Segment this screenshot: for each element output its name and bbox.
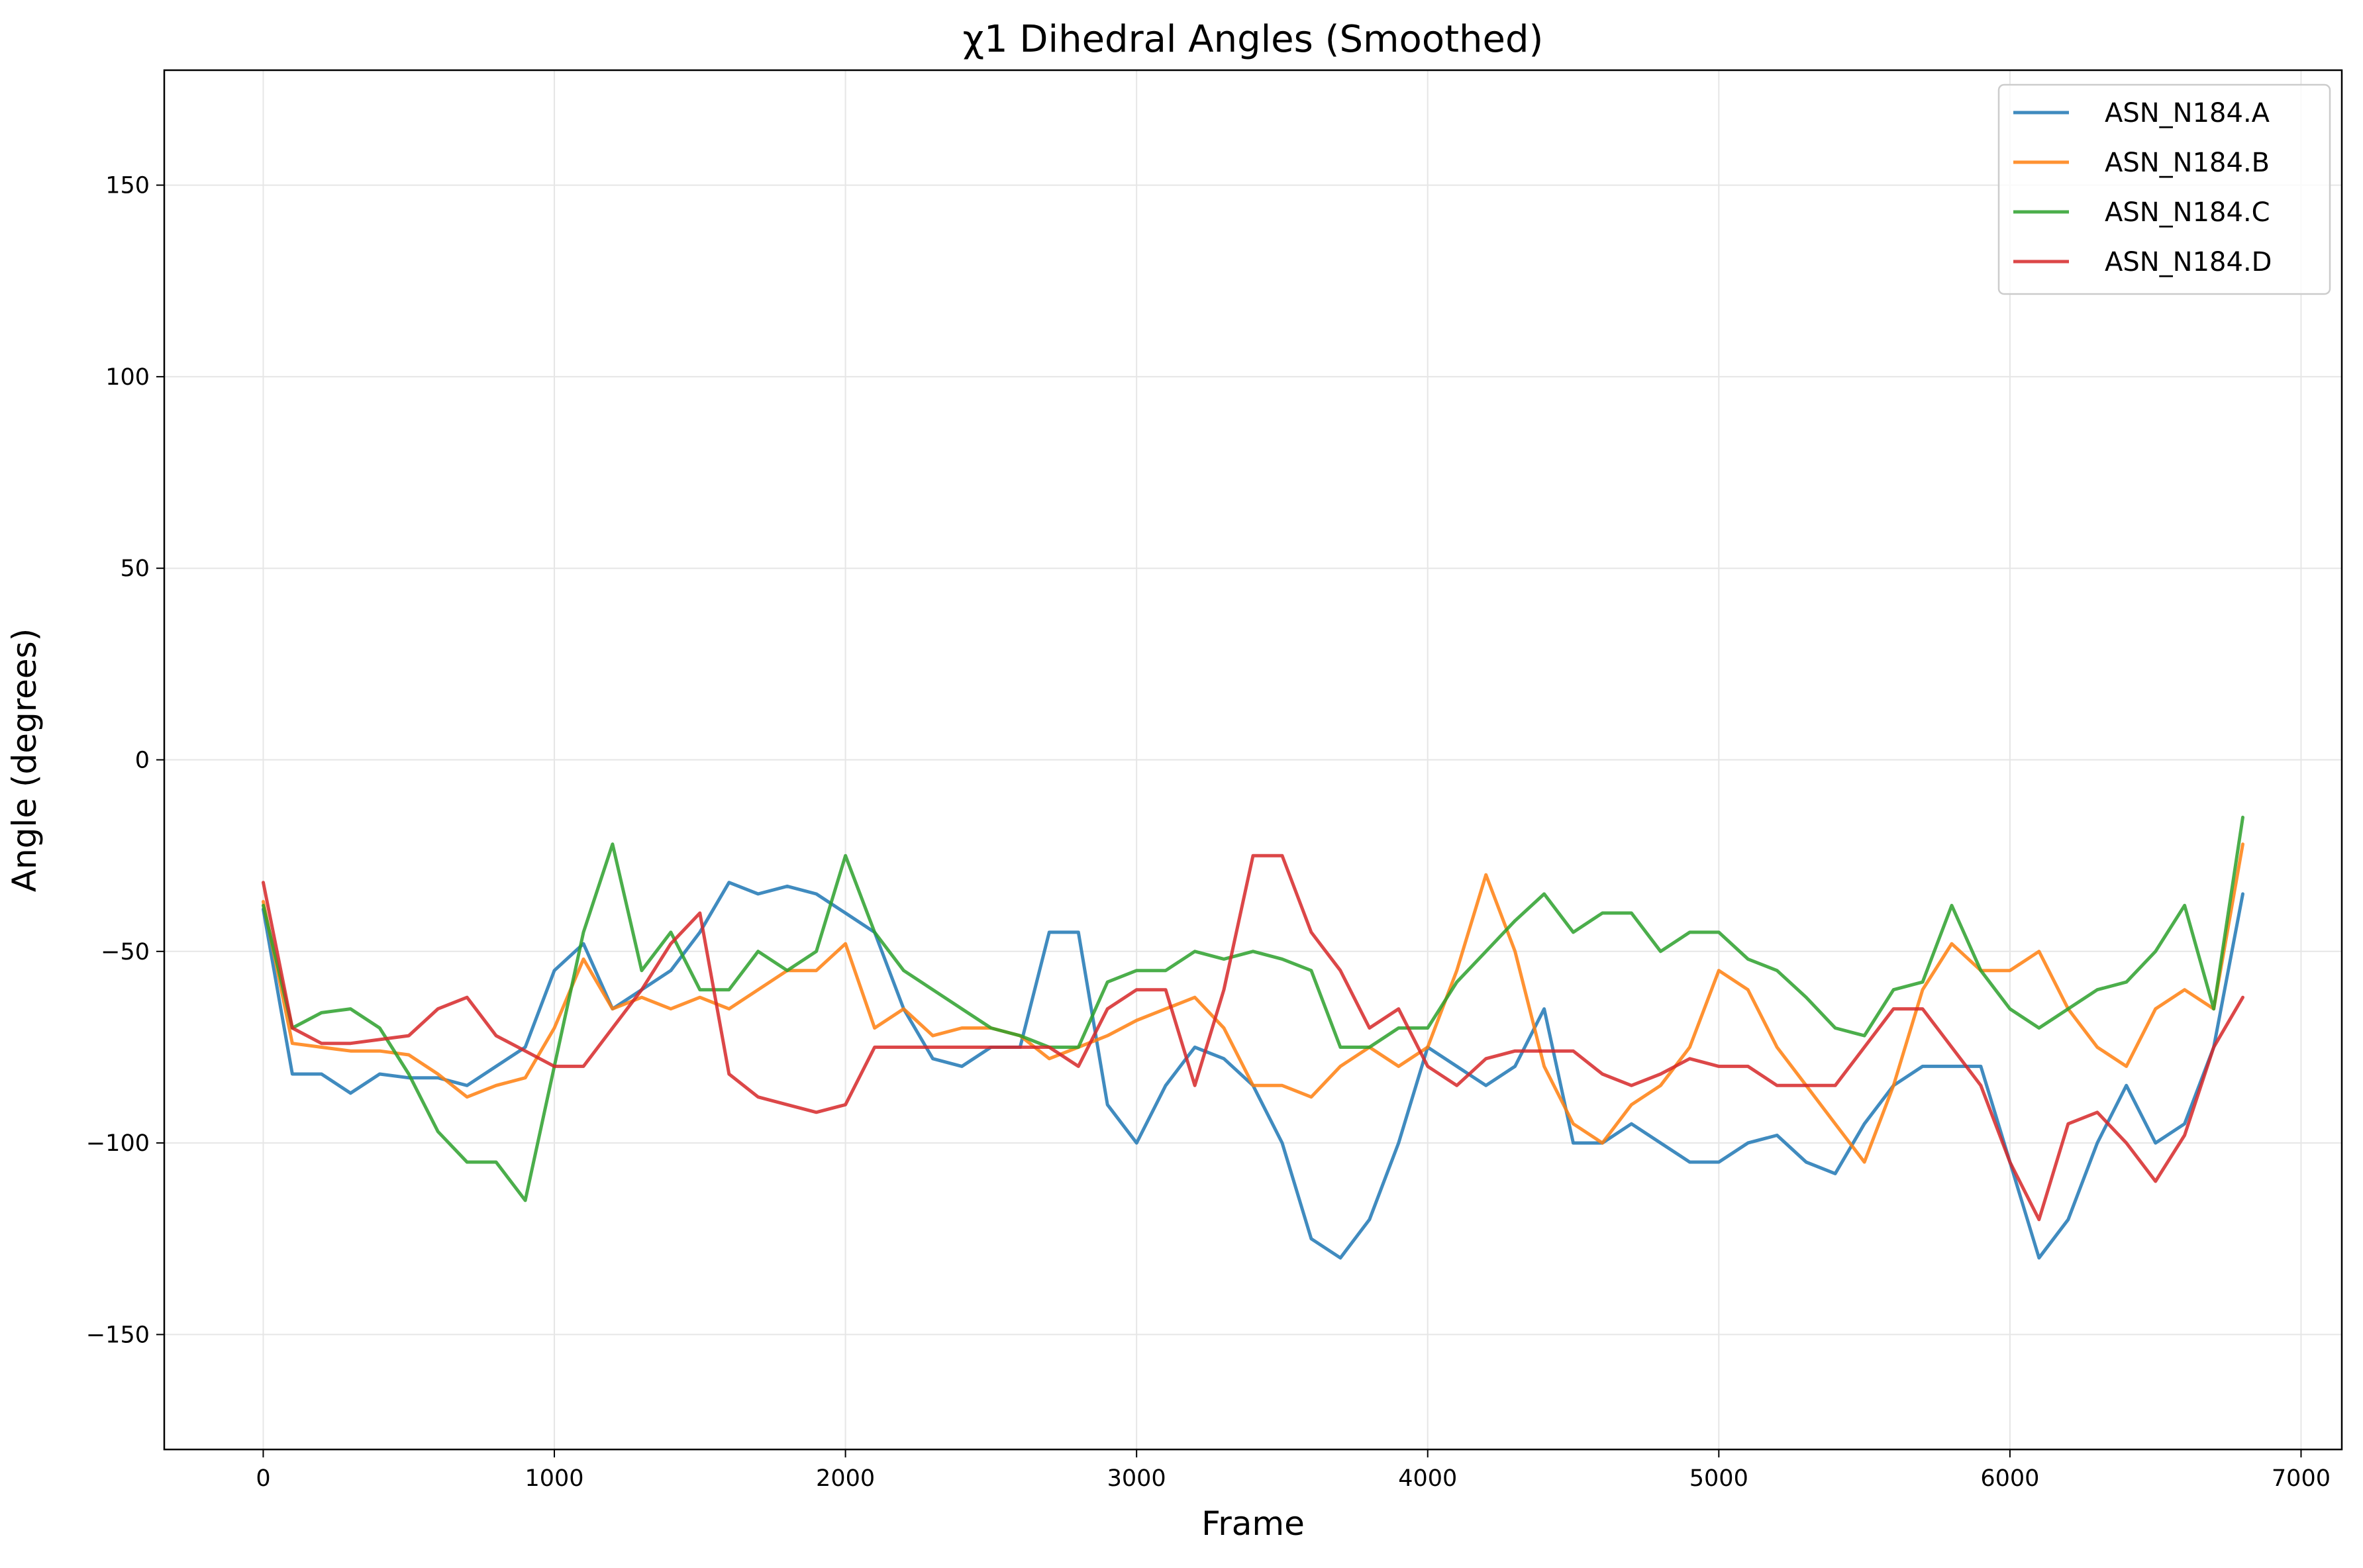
y-tick-label: 0 — [135, 748, 150, 774]
y-tick-label: −50 — [101, 939, 150, 965]
y-tick-label: 50 — [120, 556, 150, 582]
legend-label: ASN_N184.C — [2105, 197, 2270, 228]
legend-label: ASN_N184.B — [2105, 148, 2270, 178]
series-line-b — [262, 842, 2244, 1164]
x-tick-label: 0 — [256, 1465, 270, 1492]
y-axis-ticks: −150 −100 −50 0 50 100 150 — [86, 173, 164, 1348]
x-tick-label: 3000 — [1107, 1465, 1166, 1492]
x-tick-label: 5000 — [1689, 1465, 1748, 1492]
x-axis-ticks: 0 1000 2000 3000 4000 5000 6000 7000 — [256, 1449, 2331, 1492]
x-axis-label: Frame — [1201, 1504, 1305, 1543]
y-tick-label: −100 — [86, 1130, 150, 1157]
series-lines — [262, 815, 2244, 1260]
legend-label: ASN_N184.A — [2105, 98, 2270, 128]
chart-title: χ1 Dihedral Angles (Smoothed) — [963, 18, 1544, 61]
x-tick-label: 2000 — [816, 1465, 875, 1492]
legend: ASN_N184.A ASN_N184.B ASN_N184.C ASN_N184.D — [1997, 83, 2331, 295]
legend-box — [1997, 83, 2331, 295]
y-tick-label: 150 — [105, 173, 150, 199]
series-line-c — [262, 815, 2244, 1202]
x-tick-label: 1000 — [525, 1465, 583, 1492]
x-tick-label: 6000 — [1980, 1465, 2039, 1492]
series-line-d — [262, 854, 2244, 1222]
y-tick-label: −150 — [86, 1322, 150, 1348]
legend-label: ASN_N184.D — [2105, 247, 2272, 277]
x-tick-label: 7000 — [2272, 1465, 2331, 1492]
y-axis-label: Angle (degrees) — [5, 628, 44, 892]
y-tick-label: 100 — [105, 364, 150, 391]
x-tick-label: 4000 — [1398, 1465, 1457, 1492]
